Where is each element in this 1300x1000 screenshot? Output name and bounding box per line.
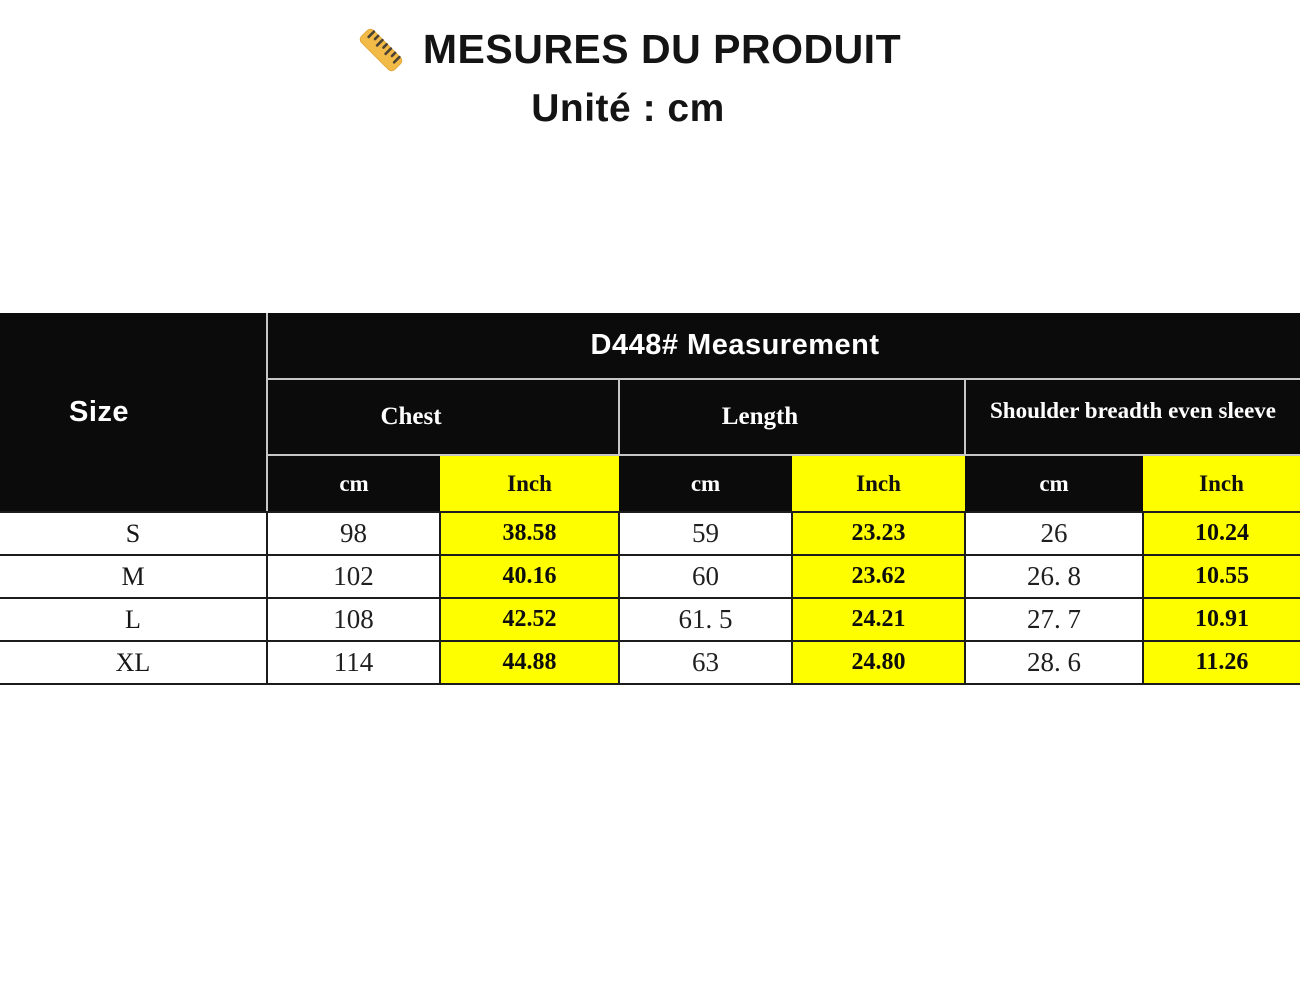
unit-header-length-cm: cm xyxy=(619,455,792,513)
length-inch-value: 24.21 xyxy=(791,597,966,642)
length-cm-value: 59 xyxy=(618,511,793,556)
shoulder-inch-value: 10.24 xyxy=(1141,511,1300,556)
page-subtitle: Unité : cm xyxy=(531,87,725,130)
chest-inch-value: 40.16 xyxy=(439,554,620,599)
shoulder-inch-value: 11.26 xyxy=(1141,640,1300,685)
shoulder-cm-value: 26 xyxy=(964,511,1144,556)
length-inch-value: 23.62 xyxy=(791,554,966,599)
unit-header-chest-inch: Inch xyxy=(440,455,619,513)
measurement-table: Size D448# Measurement Chest Length Shou… xyxy=(0,313,1300,685)
size-label: S xyxy=(0,511,268,556)
size-column-header: Size xyxy=(0,313,268,513)
page-title: MESURES DU PRODUIT xyxy=(422,26,902,73)
page-header: MESURES DU PRODUIT Unité : cm xyxy=(0,24,1278,131)
table-row-l: L 108 42.52 61. 5 24.21 27. 7 10.91 xyxy=(0,597,1300,642)
unit-header-chest-cm: cm xyxy=(267,455,440,513)
ruler-icon xyxy=(359,28,403,72)
page-title-line: MESURES DU PRODUIT xyxy=(0,24,1278,76)
shoulder-inch-value: 10.91 xyxy=(1141,597,1300,642)
length-cm-value: 60 xyxy=(618,554,793,599)
size-label: M xyxy=(0,554,268,599)
table-title: D448# Measurement xyxy=(267,313,1300,380)
length-cm-value: 61. 5 xyxy=(618,597,793,642)
table-row-m: M 102 40.16 60 23.62 26. 8 10.55 xyxy=(0,554,1300,599)
chest-cm-value: 98 xyxy=(266,511,441,556)
length-inch-value: 24.80 xyxy=(791,640,966,685)
group-header-shoulder: Shoulder breadth even sleeve xyxy=(963,379,1300,456)
size-label: L xyxy=(0,597,268,642)
length-inch-value: 23.23 xyxy=(791,511,966,556)
shoulder-cm-value: 27. 7 xyxy=(964,597,1144,642)
group-header-length: Length xyxy=(618,379,965,456)
unit-header-shoulder-cm: cm xyxy=(965,455,1143,513)
shoulder-inch-value: 10.55 xyxy=(1141,554,1300,599)
chest-inch-value: 42.52 xyxy=(439,597,620,642)
table-row-xl: XL 114 44.88 63 24.80 28. 6 11.26 xyxy=(0,640,1300,685)
chest-cm-value: 108 xyxy=(266,597,441,642)
shoulder-cm-value: 26. 8 xyxy=(964,554,1144,599)
table-row-s: S 98 38.58 59 23.23 26 10.24 xyxy=(0,511,1300,556)
size-label: XL xyxy=(0,640,268,685)
chest-inch-value: 44.88 xyxy=(439,640,620,685)
group-header-chest: Chest xyxy=(267,379,619,456)
shoulder-cm-value: 28. 6 xyxy=(964,640,1144,685)
chest-cm-value: 102 xyxy=(266,554,441,599)
unit-header-length-inch: Inch xyxy=(792,455,965,513)
length-cm-value: 63 xyxy=(618,640,793,685)
chest-cm-value: 114 xyxy=(266,640,441,685)
chest-inch-value: 38.58 xyxy=(439,511,620,556)
unit-header-shoulder-inch: Inch xyxy=(1143,455,1300,513)
